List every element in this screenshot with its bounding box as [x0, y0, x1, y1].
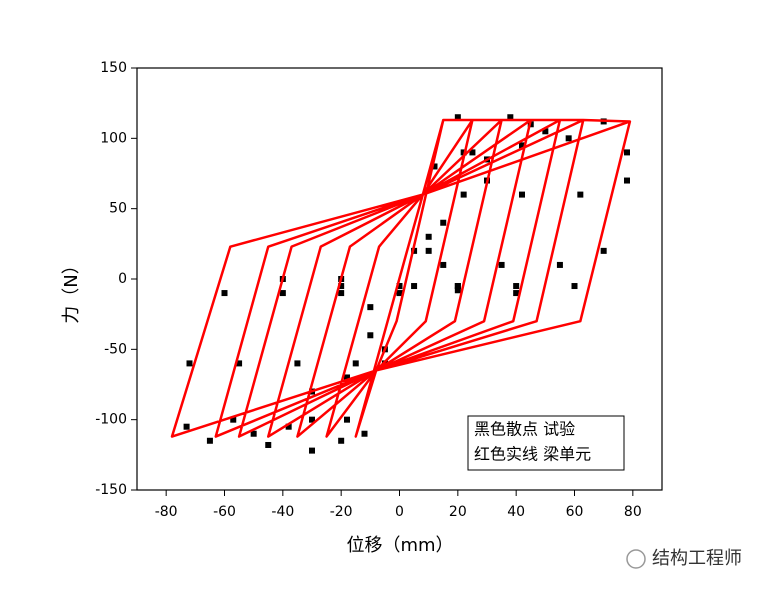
y-tick-label: 0: [118, 271, 127, 287]
data-point: [440, 219, 447, 226]
data-point: [361, 430, 368, 437]
data-point: [440, 261, 447, 268]
data-point: [565, 135, 572, 142]
data-point: [425, 233, 432, 240]
data-point: [454, 114, 461, 121]
data-point: [600, 247, 607, 254]
plot-frame: [136, 67, 663, 491]
data-line: [170, 118, 632, 438]
y-tick-label: 100: [100, 130, 127, 146]
data-point: [250, 430, 257, 437]
data-point: [624, 177, 630, 184]
x-tick-label: -60: [213, 504, 236, 520]
data-point: [498, 261, 505, 268]
data-point: [431, 163, 438, 170]
data-point: [285, 423, 292, 430]
data-point: [460, 191, 467, 198]
x-axis-label: 位移（mm）: [346, 535, 453, 556]
y-tick-label: -100: [95, 412, 127, 428]
data-point: [265, 441, 272, 448]
watermark: 结构工程师: [652, 548, 742, 569]
data-point: [571, 283, 578, 290]
data-point: [513, 283, 520, 290]
data-point: [294, 360, 301, 367]
x-tick-label: 0: [395, 504, 404, 520]
data-point: [577, 191, 584, 198]
data-point: [183, 423, 190, 430]
x-tick-label: -80: [155, 504, 178, 520]
x-tick-label: -20: [330, 504, 353, 520]
data-point: [396, 283, 403, 290]
y-axis-label: 力（N）: [61, 256, 82, 323]
data-point: [367, 332, 374, 339]
x-tick-label: 20: [449, 504, 467, 520]
watermark-icon: [626, 549, 646, 569]
data-point: [469, 149, 476, 156]
legend-label: 红色实线 梁单元: [474, 445, 591, 464]
data-point: [338, 290, 345, 297]
data-point: [411, 283, 418, 290]
data-point: [279, 290, 286, 297]
x-tick-label: 80: [624, 504, 642, 520]
data-point: [206, 437, 213, 444]
data-point: [221, 290, 228, 297]
data-point: [309, 416, 315, 423]
data-point: [344, 374, 350, 381]
data-point: [454, 287, 461, 294]
x-tick-label: 60: [566, 504, 584, 520]
data-point: [186, 360, 193, 367]
data-point: [542, 128, 549, 135]
data-point: [230, 416, 237, 423]
data-point: [454, 283, 461, 290]
data-point: [396, 290, 403, 297]
data-point: [338, 283, 345, 290]
data-point: [344, 416, 350, 423]
y-tick-label: -50: [104, 341, 127, 357]
data-point: [236, 360, 243, 367]
data-point: [338, 437, 345, 444]
data-point: [556, 261, 563, 268]
data-point: [624, 149, 630, 156]
y-tick-label: 150: [100, 60, 127, 76]
x-tick-label: -40: [271, 504, 294, 520]
data-point: [513, 290, 520, 297]
x-tick-label: 40: [507, 504, 525, 520]
data-point: [507, 114, 514, 121]
data-point: [425, 247, 432, 254]
legend-label: 黑色散点 试验: [474, 420, 575, 439]
y-tick-label: 50: [109, 201, 127, 217]
data-point: [309, 447, 315, 454]
data-point: [519, 191, 525, 198]
data-point: [519, 142, 525, 149]
data-point: [352, 360, 359, 367]
data-point: [367, 304, 374, 311]
legend-box: [467, 415, 625, 471]
y-tick-label: -150: [95, 482, 127, 498]
